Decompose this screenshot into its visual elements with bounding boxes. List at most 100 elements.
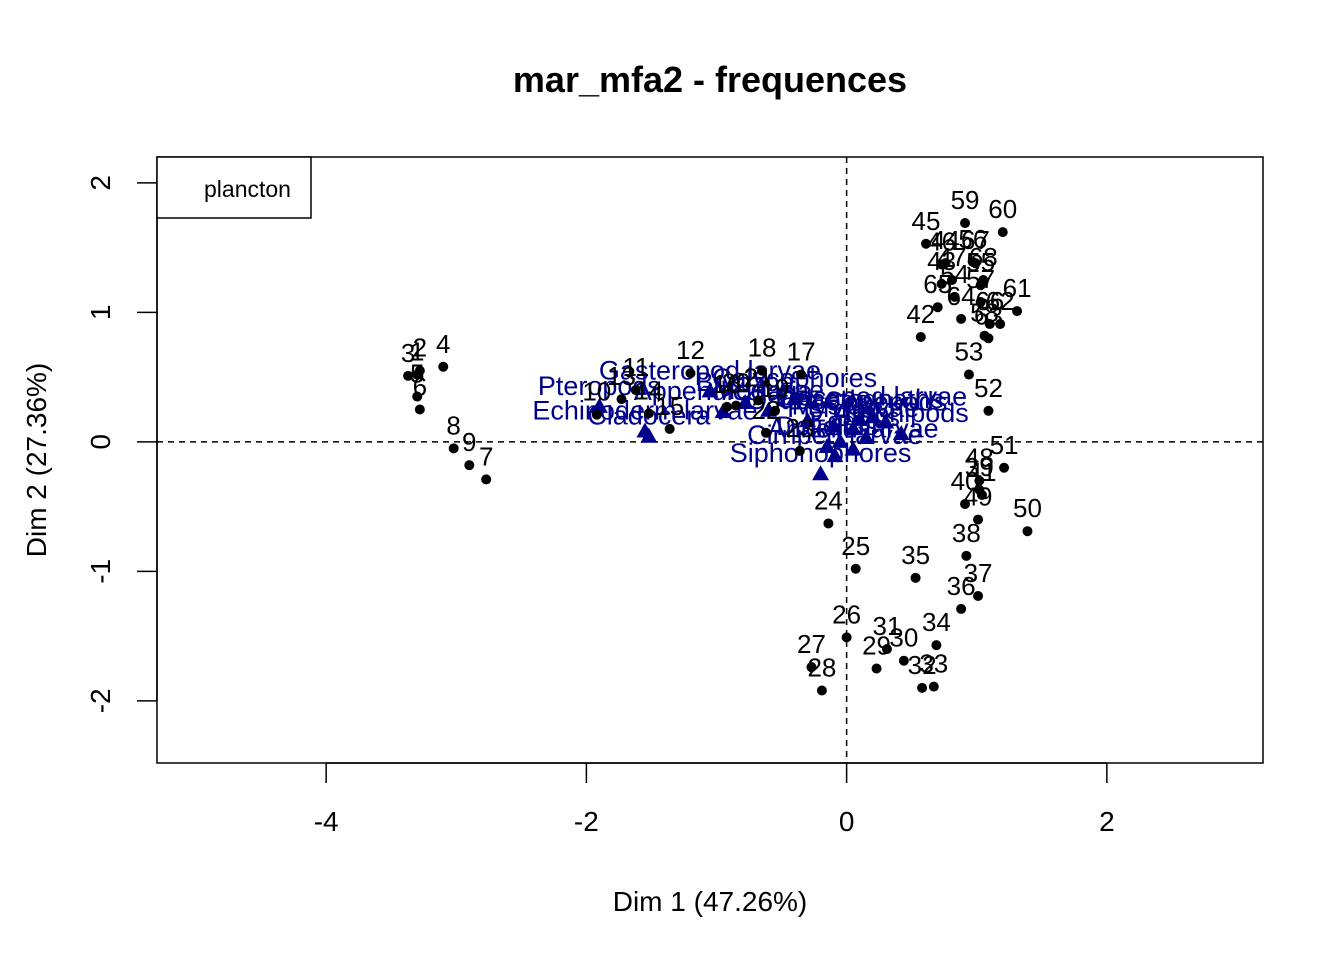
point-label: 11 [622, 352, 649, 382]
x-axis-label: Dim 1 (47.26%) [613, 886, 808, 917]
y-tick-label: -2 [85, 688, 116, 713]
point-8 [448, 443, 459, 454]
variable-triangle [786, 390, 804, 406]
point-label: 58 [970, 298, 999, 328]
point-label: 34 [922, 607, 951, 637]
point-label: 5 [410, 359, 424, 389]
point-label: 3 [401, 338, 415, 368]
point-label: 47 [938, 242, 967, 272]
variable-triangle [818, 438, 836, 454]
point-4 [438, 361, 449, 372]
variable-label: Decapod larvae [778, 381, 967, 411]
point-label: 7 [479, 441, 493, 471]
point-label: 30 [889, 623, 918, 653]
point-27 [806, 662, 817, 673]
point-label: 23 [785, 413, 814, 443]
point-19 [770, 405, 781, 416]
point-45 [920, 238, 931, 249]
variable-triangle [892, 425, 910, 441]
point-59 [960, 218, 971, 229]
point-label: 32 [908, 650, 937, 680]
point-63 [983, 333, 994, 344]
point-label: 46 [927, 226, 956, 256]
point-11 [630, 385, 641, 396]
x-tick-label: 0 [839, 806, 855, 837]
point-label: 28 [807, 652, 836, 682]
point-label: 14 [634, 375, 663, 405]
y-tick-label: 0 [85, 434, 116, 450]
variable-triangle [844, 419, 862, 435]
point-43 [936, 278, 947, 289]
legend-entry: plancton [204, 176, 291, 202]
point-label: 53 [954, 337, 983, 367]
point-label: 64 [947, 281, 976, 311]
point-label: 48 [965, 443, 994, 473]
variable-triangle [826, 447, 844, 463]
point-23 [794, 445, 805, 456]
point-label: 62 [986, 286, 1015, 316]
variable-label: Copepods [824, 386, 947, 416]
variable-label: Appendicularia [634, 376, 814, 406]
point-33 [928, 681, 939, 692]
point-48 [974, 475, 985, 486]
point-label: 16 [712, 369, 741, 399]
point-label: 36 [947, 571, 976, 601]
point-label: 6 [413, 372, 427, 402]
point-label: 61 [1003, 273, 1032, 303]
point-9 [464, 460, 475, 471]
point-label: 8 [446, 410, 460, 440]
point-label: 55 [966, 247, 995, 277]
point-label: 57 [966, 264, 995, 294]
point-42 [915, 331, 926, 342]
point-label: 40 [951, 466, 980, 496]
point-label: 51 [990, 430, 1019, 460]
point-label: 9 [462, 427, 476, 457]
point-24 [823, 518, 834, 529]
point-40 [960, 499, 971, 510]
variable-triangle [831, 432, 849, 448]
point-67 [970, 258, 981, 269]
variable-label: Annelid larvae [768, 414, 939, 444]
x-tick-label: -4 [314, 806, 339, 837]
point-37 [973, 590, 984, 601]
point-14 [643, 408, 654, 419]
x-tick-label: 2 [1099, 806, 1115, 837]
variable-label: Salps [832, 402, 900, 432]
point-38 [961, 550, 972, 561]
point-46 [936, 259, 947, 270]
point-51 [999, 462, 1010, 473]
point-10 [591, 409, 602, 420]
point-29 [871, 663, 882, 674]
point-60 [997, 227, 1008, 238]
point-label: 13 [607, 361, 636, 391]
point-label: 17 [787, 337, 816, 367]
point-label: 15 [655, 391, 684, 421]
plot-frame [156, 156, 1264, 764]
variable-triangle [825, 417, 843, 433]
point-66 [984, 319, 995, 330]
variable-triangle [590, 397, 608, 413]
variable-triangle [857, 428, 875, 444]
point-label: 20 [722, 368, 751, 398]
point-49 [973, 514, 984, 525]
point-50 [1022, 526, 1033, 537]
point-label: 68 [969, 242, 998, 272]
point-64 [956, 313, 967, 324]
point-47 [947, 275, 958, 286]
point-label: 54 [940, 259, 969, 289]
point-41 [976, 489, 987, 500]
chart-title: mar_mfa2 - frequences [513, 59, 907, 100]
variable-label: Amphipods [834, 398, 969, 428]
variable-label: Bryozoa [696, 367, 796, 397]
point-label: 2 [413, 333, 427, 363]
point-label: 49 [964, 482, 993, 512]
y-tick-label: 2 [85, 175, 116, 191]
point-label: 43 [927, 246, 956, 276]
variable-label: Pteropods [538, 371, 661, 401]
point-32 [917, 682, 928, 693]
point-12 [685, 368, 696, 379]
point-label: 56 [958, 224, 987, 254]
point-label: 63 [974, 300, 1003, 330]
point-label: 33 [919, 649, 948, 679]
variable-triangle [864, 408, 882, 424]
